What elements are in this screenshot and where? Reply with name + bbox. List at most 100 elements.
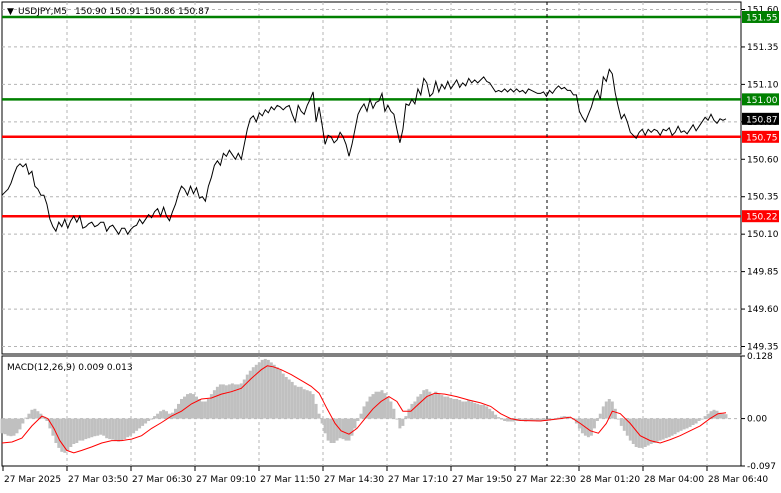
macd-bar: [54, 418, 58, 443]
macd-bar: [15, 418, 19, 434]
x-tick-label: 27 Mar 09:10: [196, 475, 256, 485]
macd-bar: [66, 418, 70, 451]
macd-bar: [69, 418, 73, 447]
macd-bar: [347, 418, 351, 441]
price-series-line: [1, 68, 727, 236]
macd-bar: [533, 418, 536, 421]
macd-bar: [335, 418, 339, 441]
macd-bar: [24, 417, 28, 419]
macd-bar: [308, 391, 312, 419]
macd-panel[interactable]: 0.128 0.00 -0.097 MACD(12,26,9) 0.009 0.01…: [0, 352, 777, 472]
macd-bar: [365, 401, 369, 419]
macd-histogram: [0, 358, 728, 453]
macd-bar: [473, 402, 477, 419]
macd-bar: [251, 367, 255, 419]
macd-bar: [12, 418, 16, 436]
macd-bar: [111, 418, 115, 440]
macd-bar: [230, 383, 234, 419]
macd-bar: [637, 418, 641, 448]
macd-bar: [180, 399, 183, 419]
y-tick-label: 151.60: [747, 5, 779, 15]
macd-bar: [341, 418, 345, 440]
macd-bar: [3, 418, 7, 435]
x-tick-label: 27 Mar 2025: [4, 475, 61, 485]
menu-triangle-icon[interactable]: ▼: [7, 7, 14, 17]
macd-bar: [697, 418, 701, 421]
macd-bar: [673, 418, 677, 435]
macd-bar: [589, 418, 593, 436]
x-tick-label: 27 Mar 19:50: [452, 475, 512, 485]
level-badge-label: 150.75: [746, 133, 778, 143]
macd-bar: [239, 383, 243, 419]
macd-bar: [332, 418, 336, 443]
macd-bar: [664, 418, 668, 439]
macd-bar: [634, 418, 638, 447]
macd-bar: [159, 411, 163, 419]
macd-bar: [305, 390, 309, 419]
macd-bar: [622, 418, 626, 431]
macd-bar: [718, 412, 722, 419]
macd-bar: [524, 418, 528, 422]
macd-bar: [506, 418, 510, 422]
macd-bar: [661, 418, 665, 440]
macd-bar: [183, 396, 186, 419]
macd-bar: [353, 418, 357, 429]
macd-bar: [610, 401, 614, 419]
level-badge-label: 151.55: [746, 13, 778, 23]
macd-bar: [700, 418, 704, 420]
time-axis: 27 Mar 2025 27 Mar 03:50 27 Mar 06:30 27 Ma…: [2, 466, 768, 485]
macd-bar: [712, 409, 716, 419]
macd-bar: [443, 396, 447, 419]
level-badge-label: 150.22: [746, 213, 778, 223]
macd-bar: [676, 418, 680, 433]
macd-bar: [45, 418, 49, 421]
macd-bar: [218, 384, 222, 419]
macd-bar: [568, 417, 572, 419]
x-tick-label: 28 Mar 01:20: [580, 475, 640, 485]
macd-bar: [431, 394, 435, 419]
macd-bar: [649, 418, 653, 444]
macd-bar: [392, 408, 396, 419]
macd-bar: [494, 414, 498, 419]
level-badge: [742, 130, 779, 143]
macd-bar: [401, 418, 405, 426]
macd-bar: [153, 416, 157, 419]
macd-bar: [156, 413, 160, 419]
macd-bar: [144, 418, 148, 424]
macd-bar: [383, 393, 387, 419]
macd-bar: [27, 413, 31, 419]
macd-bar: [413, 401, 417, 419]
macd-bar: [512, 418, 516, 422]
macd-bar: [419, 394, 423, 419]
x-tick-label: 27 Mar 06:30: [132, 475, 192, 485]
macd-bar: [407, 408, 411, 419]
macd-bar: [206, 399, 210, 419]
macd-bar: [667, 418, 671, 438]
support-resistance-levels: [2, 15, 741, 218]
macd-bar: [536, 418, 539, 422]
macd-bar: [93, 418, 97, 437]
macd-bar: [57, 418, 61, 448]
macd-bar: [464, 401, 468, 419]
macd-bar: [586, 418, 590, 438]
x-tick-label: 27 Mar 14:30: [324, 475, 384, 485]
macd-bar: [643, 418, 647, 447]
macd-bar: [598, 413, 602, 419]
macd-bar: [123, 418, 127, 440]
macd-bar: [377, 391, 381, 419]
macd-bar: [138, 418, 142, 429]
level-badge: [742, 10, 779, 23]
price-panel[interactable]: 151.60151.35151.10150.85150.60150.35150.…: [1, 1, 779, 355]
macd-bar: [703, 416, 707, 419]
macd-bar: [81, 418, 85, 441]
macd-bar: [269, 362, 273, 419]
macd-bar: [63, 418, 67, 453]
macd-bar: [422, 390, 426, 419]
macd-bar: [338, 418, 342, 439]
macd-bar: [141, 418, 145, 426]
macd-bar: [542, 418, 545, 421]
y-tick-label: 149.35: [747, 343, 779, 353]
macd-bar: [60, 418, 64, 452]
macd-bar: [595, 418, 599, 421]
